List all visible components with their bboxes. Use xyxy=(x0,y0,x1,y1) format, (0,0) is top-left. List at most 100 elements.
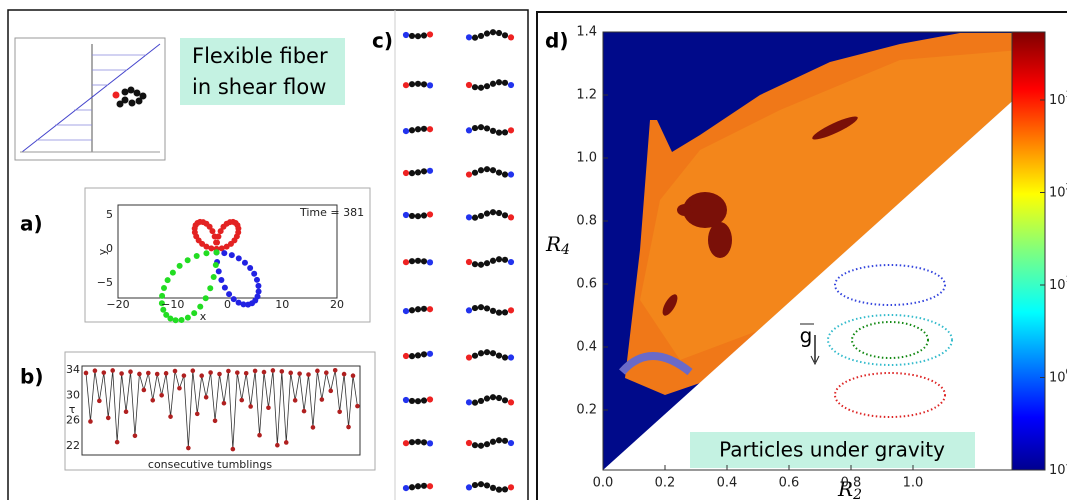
fiber-bead xyxy=(501,171,509,178)
y-tick-label: −5 xyxy=(97,276,113,289)
label-sub: 2 xyxy=(852,487,862,500)
fiber-bead xyxy=(501,32,509,39)
trajectory-dot xyxy=(235,299,242,306)
x-tick-label: −20 xyxy=(106,298,129,311)
fiber-bead xyxy=(483,125,491,132)
fiber-bead xyxy=(501,437,509,444)
tick-exponent: 0 xyxy=(1066,367,1067,377)
fiber-bead xyxy=(471,442,479,449)
y-tick-label: 1.2 xyxy=(576,88,597,103)
series-dot xyxy=(159,392,164,398)
series-dot xyxy=(346,424,351,430)
series-dot xyxy=(292,398,298,403)
fiber-snapshots xyxy=(402,29,515,493)
trajectory-dot xyxy=(160,306,167,313)
fiber-bead xyxy=(495,129,503,136)
fiber-bead xyxy=(507,484,515,491)
trajectory-dot xyxy=(228,252,235,259)
trajectory-dot xyxy=(176,262,183,269)
fiber-bead xyxy=(471,214,479,221)
fiber-bead xyxy=(471,124,479,132)
fiber-bead xyxy=(408,439,416,446)
trajectory-dot xyxy=(240,301,247,308)
fiber-bead xyxy=(501,486,509,493)
series-dot xyxy=(328,388,334,394)
fiber-bead xyxy=(495,29,503,37)
y-tick-label: 0.4 xyxy=(576,340,597,355)
series-dot xyxy=(92,368,98,373)
fiber-bead xyxy=(501,309,509,316)
series-dot xyxy=(114,439,120,445)
fiber-bead xyxy=(426,306,434,313)
panel-label: b) xyxy=(20,365,43,389)
series-dot xyxy=(150,397,156,403)
x-tick-label: −10 xyxy=(161,298,184,311)
colorbar-tick-label: 101 xyxy=(1049,275,1067,293)
fiber-bead xyxy=(420,351,428,358)
series-dot xyxy=(146,370,151,376)
series-dot xyxy=(212,418,218,424)
fiber-bead xyxy=(483,166,491,173)
fiber-bead xyxy=(426,82,434,89)
trajectory-dot xyxy=(220,223,227,230)
trajectory-dot xyxy=(207,285,214,292)
fiber-bead xyxy=(414,438,422,445)
trajectory-dot xyxy=(160,285,167,292)
series-dot xyxy=(297,371,302,376)
fiber-bead xyxy=(402,396,410,404)
y-axis-label: τ xyxy=(69,403,76,416)
fiber-bead xyxy=(483,305,491,312)
series-dot xyxy=(190,368,196,374)
series-dot xyxy=(141,387,147,393)
series-dot xyxy=(199,373,204,379)
fiber-bead xyxy=(507,127,515,134)
fiber-bead xyxy=(507,81,515,89)
fiber-bead xyxy=(402,352,410,360)
fiber-bead xyxy=(414,80,422,87)
y-tick-label: 30 xyxy=(66,388,80,401)
series-line xyxy=(85,370,358,450)
fiber-bead xyxy=(489,209,497,216)
y-tick-label: 0.8 xyxy=(576,214,597,229)
annotation: Time = 381 xyxy=(299,206,364,219)
x-tick-label: 0.2 xyxy=(655,476,676,491)
axes xyxy=(117,204,338,299)
fiber-bead xyxy=(420,81,428,88)
fiber-bead xyxy=(471,169,479,176)
trajectory-dot xyxy=(254,293,261,300)
x-tick-label: 0.6 xyxy=(779,476,800,491)
fiber-bead xyxy=(426,167,434,174)
fiber-bead xyxy=(501,397,509,404)
series-dot xyxy=(332,367,338,373)
fiber-bead xyxy=(414,213,422,220)
series-dot xyxy=(355,403,360,409)
particle-diagram xyxy=(827,264,953,418)
trajectory-dot xyxy=(203,243,210,250)
trajectory-dot xyxy=(255,288,262,295)
fiber-bead xyxy=(507,214,515,221)
fiber-bead xyxy=(489,29,497,36)
fiber-bead xyxy=(465,127,473,134)
series-dot xyxy=(168,414,173,419)
series-dot xyxy=(288,370,294,376)
tick-exponent: 1 xyxy=(1066,275,1067,285)
series-dot xyxy=(235,370,240,375)
colorbar-tick-label: 103 xyxy=(1049,90,1067,108)
fiber-bead xyxy=(408,397,416,405)
fiber-bead xyxy=(477,212,485,220)
label-sub: 4 xyxy=(560,242,570,258)
trajectory-dot xyxy=(217,228,224,235)
trajectory-dot xyxy=(221,250,228,257)
panel-label: d) xyxy=(545,29,568,53)
fiber-bead xyxy=(420,32,428,39)
series-dot xyxy=(181,373,187,378)
fiber-bead xyxy=(495,394,503,402)
fiber-bead xyxy=(495,256,503,263)
trajectory-dot xyxy=(223,243,230,250)
fiber-bead xyxy=(489,257,497,264)
fiber-bead xyxy=(426,31,434,38)
tick-exponent: 3 xyxy=(1066,90,1067,100)
series-dot xyxy=(283,440,289,445)
fiber-bead xyxy=(408,484,416,491)
fiber-bead xyxy=(483,349,491,356)
